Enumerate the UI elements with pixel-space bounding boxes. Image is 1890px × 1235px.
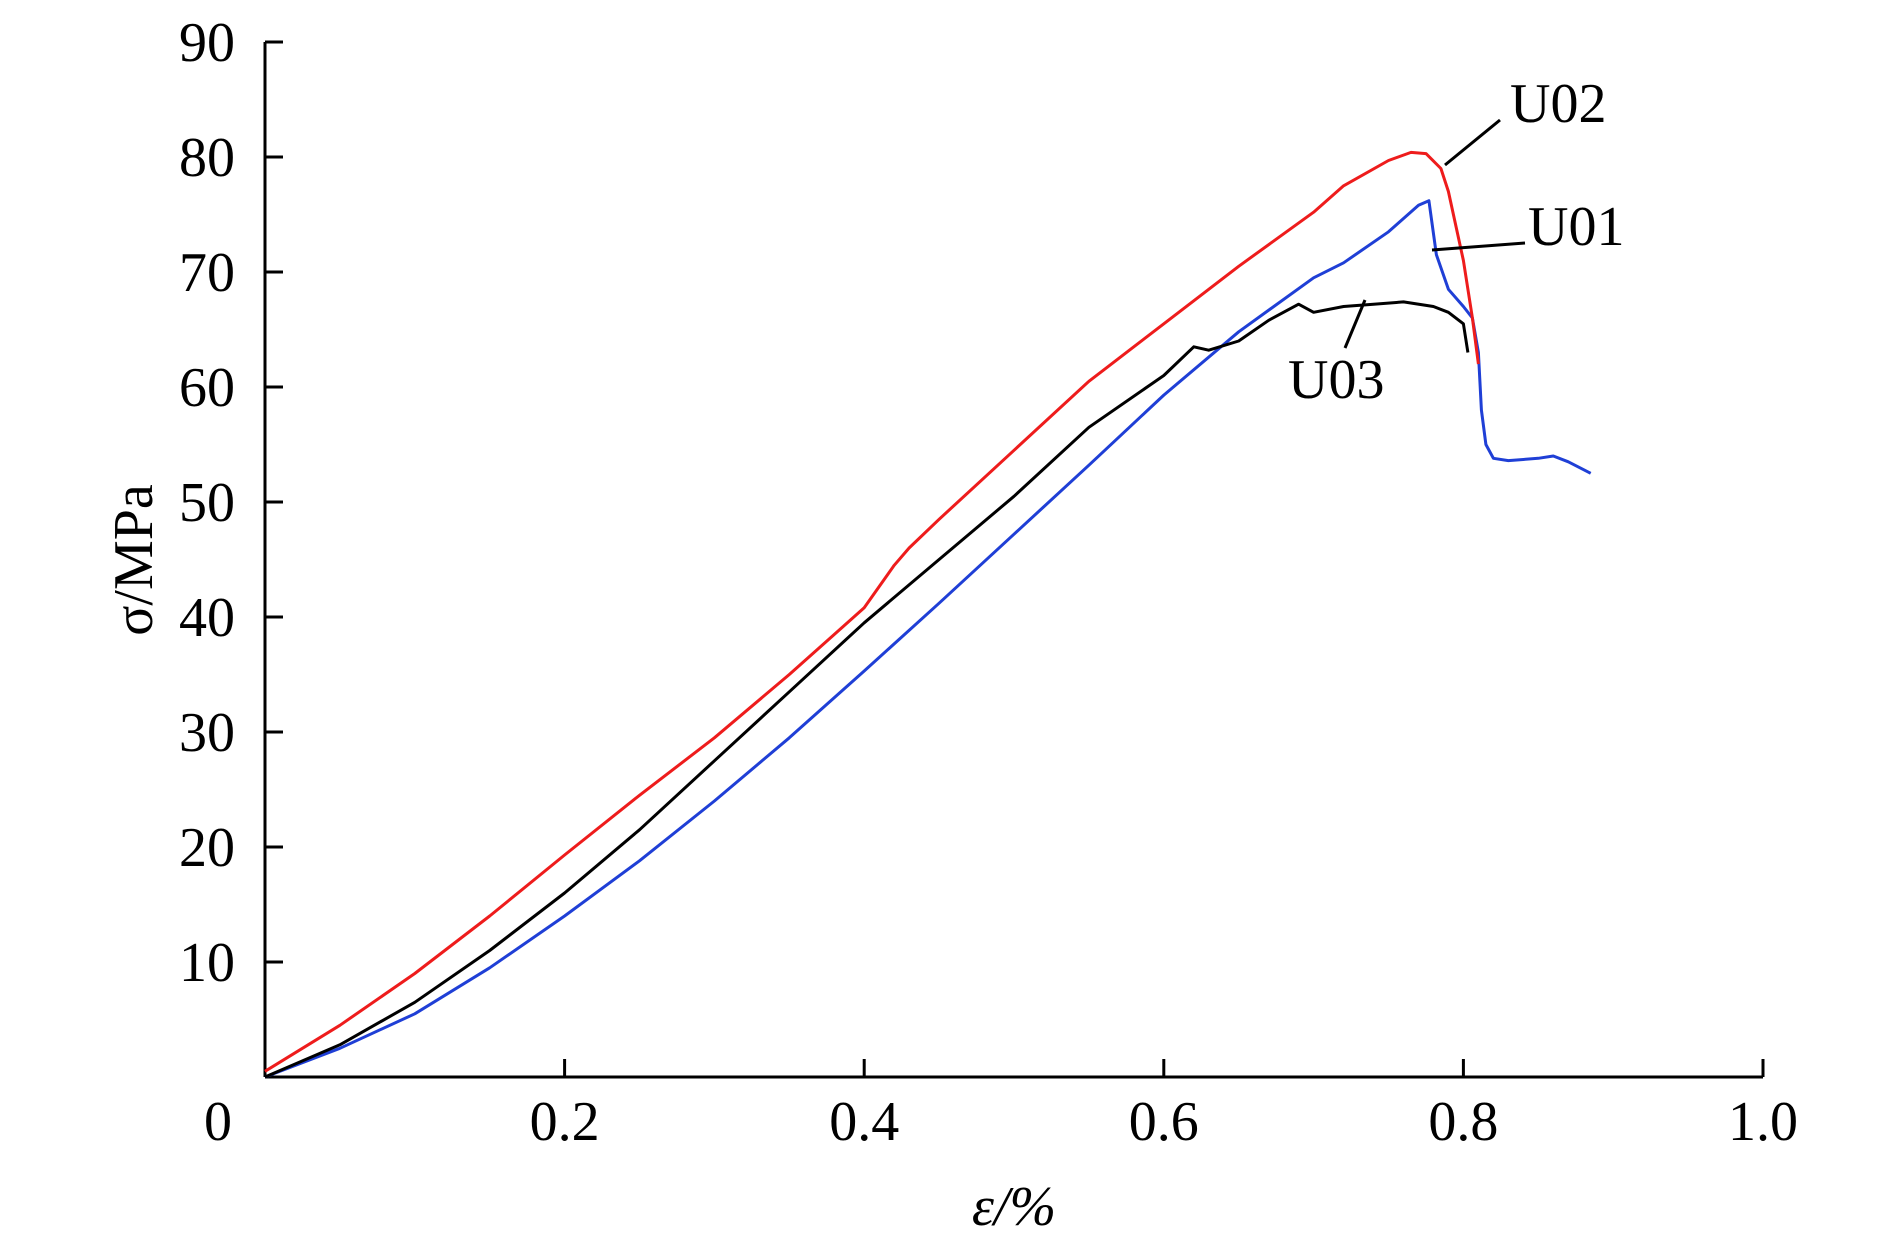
- series-label-u01: U01: [1528, 196, 1624, 258]
- y-tick-label: 10: [179, 932, 235, 994]
- y-tick-label: 30: [179, 702, 235, 764]
- x-tick-label: 0.2: [530, 1091, 600, 1153]
- series-line-u03: [264, 300, 1470, 1079]
- series-lines: [264, 150, 1592, 1079]
- y-tick-label: 80: [179, 127, 235, 189]
- axes: [263, 42, 1763, 1079]
- origin-label: 0: [204, 1091, 232, 1153]
- text-labels: 0 0.2 0.4 0.6 0.8 1.0 10 20 30 40 50 60 70 80 90 ε/% σ/M…: [103, 12, 1798, 1235]
- x-tick-label: 0.4: [829, 1091, 899, 1153]
- y-tick-label: 40: [179, 587, 235, 649]
- y-tick-label: 20: [179, 817, 235, 879]
- y-tick-label: 50: [179, 472, 235, 534]
- x-tick-label: 0.8: [1428, 1091, 1498, 1153]
- leader-line-u01: [1431, 241, 1526, 252]
- series-line-u02: [264, 150, 1480, 1073]
- tick-marks: [265, 40, 1765, 1077]
- y-axis-title: σ/MPa: [103, 484, 165, 636]
- y-tick-label: 90: [179, 12, 235, 74]
- y-tick-label: 70: [179, 242, 235, 304]
- x-axis-title: ε/%: [972, 1176, 1056, 1235]
- leader-line-u02: [1444, 118, 1501, 167]
- leader-line-u03: [1343, 299, 1367, 349]
- x-tick-label: 0.6: [1129, 1091, 1199, 1153]
- x-tick-label: 1.0: [1728, 1091, 1798, 1153]
- series-label-u02: U02: [1510, 73, 1606, 135]
- label-leader-lines: [1343, 118, 1526, 349]
- series-line-u01: [264, 199, 1592, 1079]
- series-label-u03: U03: [1288, 349, 1384, 411]
- y-tick-label: 60: [179, 357, 235, 419]
